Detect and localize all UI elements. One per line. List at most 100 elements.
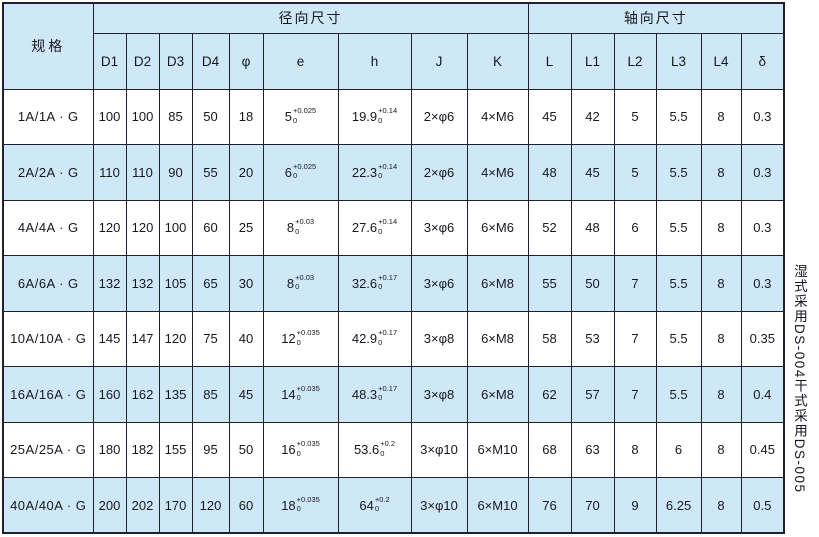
- value-cell: 42.9 +0.17 0: [337, 310, 412, 367]
- value-cell: 132: [125, 255, 160, 312]
- tolerance-value: 8 +0.03 0: [286, 217, 315, 236]
- dimension-table: 规格 径向尺寸 轴向尺寸 D1 D2 D3 D4 φ e h J K L L1 …: [2, 2, 786, 534]
- value-cell: 45: [527, 88, 572, 145]
- col-header-l4: L4: [700, 32, 742, 90]
- value-cell: 85: [191, 366, 230, 423]
- table-row: 25A/25A · G 180 182 155 95 50 16 +0.035 0 53.6 +0.…: [2, 421, 785, 478]
- value-cell: 62: [527, 366, 572, 423]
- value-cell: 75: [191, 310, 230, 367]
- value-cell: 95: [191, 421, 230, 478]
- value-cell: 85: [158, 88, 193, 145]
- value-cell: 5.5: [655, 366, 702, 423]
- value-cell: 100: [125, 88, 160, 145]
- value-cell: 6.25: [655, 477, 702, 534]
- spec-cell: 6A/6A · G: [2, 255, 94, 312]
- value-cell: 5.5: [655, 199, 702, 256]
- col-header-l2: L2: [613, 32, 657, 90]
- value-cell: 50: [570, 255, 615, 312]
- side-note-vertical-text: 湿式采用DS-004干式采用DS-005: [792, 264, 807, 494]
- spec-cell: 4A/4A · G: [2, 199, 94, 256]
- value-cell: 40: [228, 310, 264, 367]
- table-body: 1A/1A · G 100 100 85 50 18 5 +0.025 0 19.9 +0.14 0 2…: [2, 88, 785, 534]
- value-cell: 50: [228, 421, 264, 478]
- value-cell: 27.6 +0.14 0: [337, 199, 412, 256]
- table-row: 6A/6A · G 132 132 105 65 30 8 +0.03 0 32.6 +0.17 0 3…: [2, 255, 785, 312]
- value-cell: 3×φ6: [410, 199, 468, 256]
- value-cell: 202: [125, 477, 160, 534]
- value-cell: 0.5: [740, 477, 785, 534]
- value-cell: 5.5: [655, 310, 702, 367]
- value-cell: 170: [158, 477, 193, 534]
- tolerance-value: 12 +0.035 0: [281, 328, 320, 347]
- value-cell: 135: [158, 366, 193, 423]
- value-cell: 8: [700, 310, 742, 367]
- value-cell: 6×M8: [466, 255, 529, 312]
- tolerance-value: 42.9 +0.17 0: [351, 328, 398, 347]
- spec-column-header: 规格: [2, 2, 94, 90]
- value-cell: 6×M6: [466, 199, 529, 256]
- value-cell: 182: [125, 421, 160, 478]
- value-cell: 19.9 +0.14 0: [337, 88, 412, 145]
- col-header-delta: δ: [740, 32, 785, 90]
- tolerance-value: 8 +0.03 0: [286, 272, 315, 292]
- value-cell: 200: [92, 477, 127, 534]
- value-cell: 5.5: [655, 255, 702, 312]
- col-header-k: K: [466, 32, 529, 90]
- value-cell: 8: [613, 421, 657, 478]
- tolerance-value: 22.3 +0.14 0: [351, 161, 398, 181]
- value-cell: 9: [613, 477, 657, 534]
- value-cell: 48.3 +0.17 0: [337, 366, 412, 423]
- value-cell: 55: [191, 144, 230, 201]
- value-cell: 100: [92, 88, 127, 145]
- value-cell: 8: [700, 144, 742, 201]
- spec-cell: 16A/16A · G: [2, 366, 94, 423]
- value-cell: 7: [613, 366, 657, 423]
- col-header-h: h: [337, 32, 412, 90]
- value-cell: 6: [655, 421, 702, 478]
- value-cell: 52: [527, 199, 572, 256]
- value-cell: 6: [613, 199, 657, 256]
- value-cell: 53: [570, 310, 615, 367]
- table-row: 4A/4A · G 120 120 100 60 25 8 +0.03 0 27.6 +0.14 0 3…: [2, 199, 785, 256]
- col-header-l3: L3: [655, 32, 702, 90]
- value-cell: 64 +0.2 0: [337, 477, 412, 534]
- value-cell: 30: [228, 255, 264, 312]
- value-cell: 70: [570, 477, 615, 534]
- tolerance-value: 32.6 +0.17 0: [351, 272, 398, 292]
- value-cell: 145: [92, 310, 127, 367]
- value-cell: 0.35: [740, 310, 785, 367]
- tolerance-value: 53.6 +0.2 0: [353, 439, 396, 458]
- value-cell: 160: [92, 366, 127, 423]
- value-cell: 90: [158, 144, 193, 201]
- value-cell: 0.3: [740, 199, 785, 256]
- value-cell: 65: [191, 255, 230, 312]
- table-row: 2A/2A · G 110 110 90 55 20 6 +0.025 0 22.3 +0.14 0 2…: [2, 144, 785, 201]
- value-cell: 8: [700, 88, 742, 145]
- value-cell: 48: [527, 144, 572, 201]
- value-cell: 8 +0.03 0: [262, 199, 339, 256]
- value-cell: 63: [570, 421, 615, 478]
- value-cell: 8: [700, 199, 742, 256]
- value-cell: 110: [92, 144, 127, 201]
- value-cell: 6 +0.025 0: [262, 144, 339, 201]
- value-cell: 16 +0.035 0: [262, 421, 339, 478]
- col-header-d2: D2: [125, 32, 160, 90]
- value-cell: 8: [700, 421, 742, 478]
- value-cell: 0.3: [740, 144, 785, 201]
- value-cell: 68: [527, 421, 572, 478]
- value-cell: 60: [228, 477, 264, 534]
- value-cell: 6×M10: [466, 477, 529, 534]
- value-cell: 3×φ8: [410, 310, 468, 367]
- value-cell: 3×φ6: [410, 255, 468, 312]
- value-cell: 5 +0.025 0: [262, 88, 339, 145]
- value-cell: 58: [527, 310, 572, 367]
- value-cell: 76: [527, 477, 572, 534]
- value-cell: 8 +0.03 0: [262, 255, 339, 312]
- table-row: 40A/40A · G 200 202 170 120 60 18 +0.035 0 64 +0.2…: [2, 477, 785, 534]
- value-cell: 60: [191, 199, 230, 256]
- value-cell: 8: [700, 366, 742, 423]
- value-cell: 8: [700, 255, 742, 312]
- tolerance-value: 64 +0.2 0: [359, 494, 390, 513]
- tolerance-value: 27.6 +0.14 0: [351, 217, 398, 236]
